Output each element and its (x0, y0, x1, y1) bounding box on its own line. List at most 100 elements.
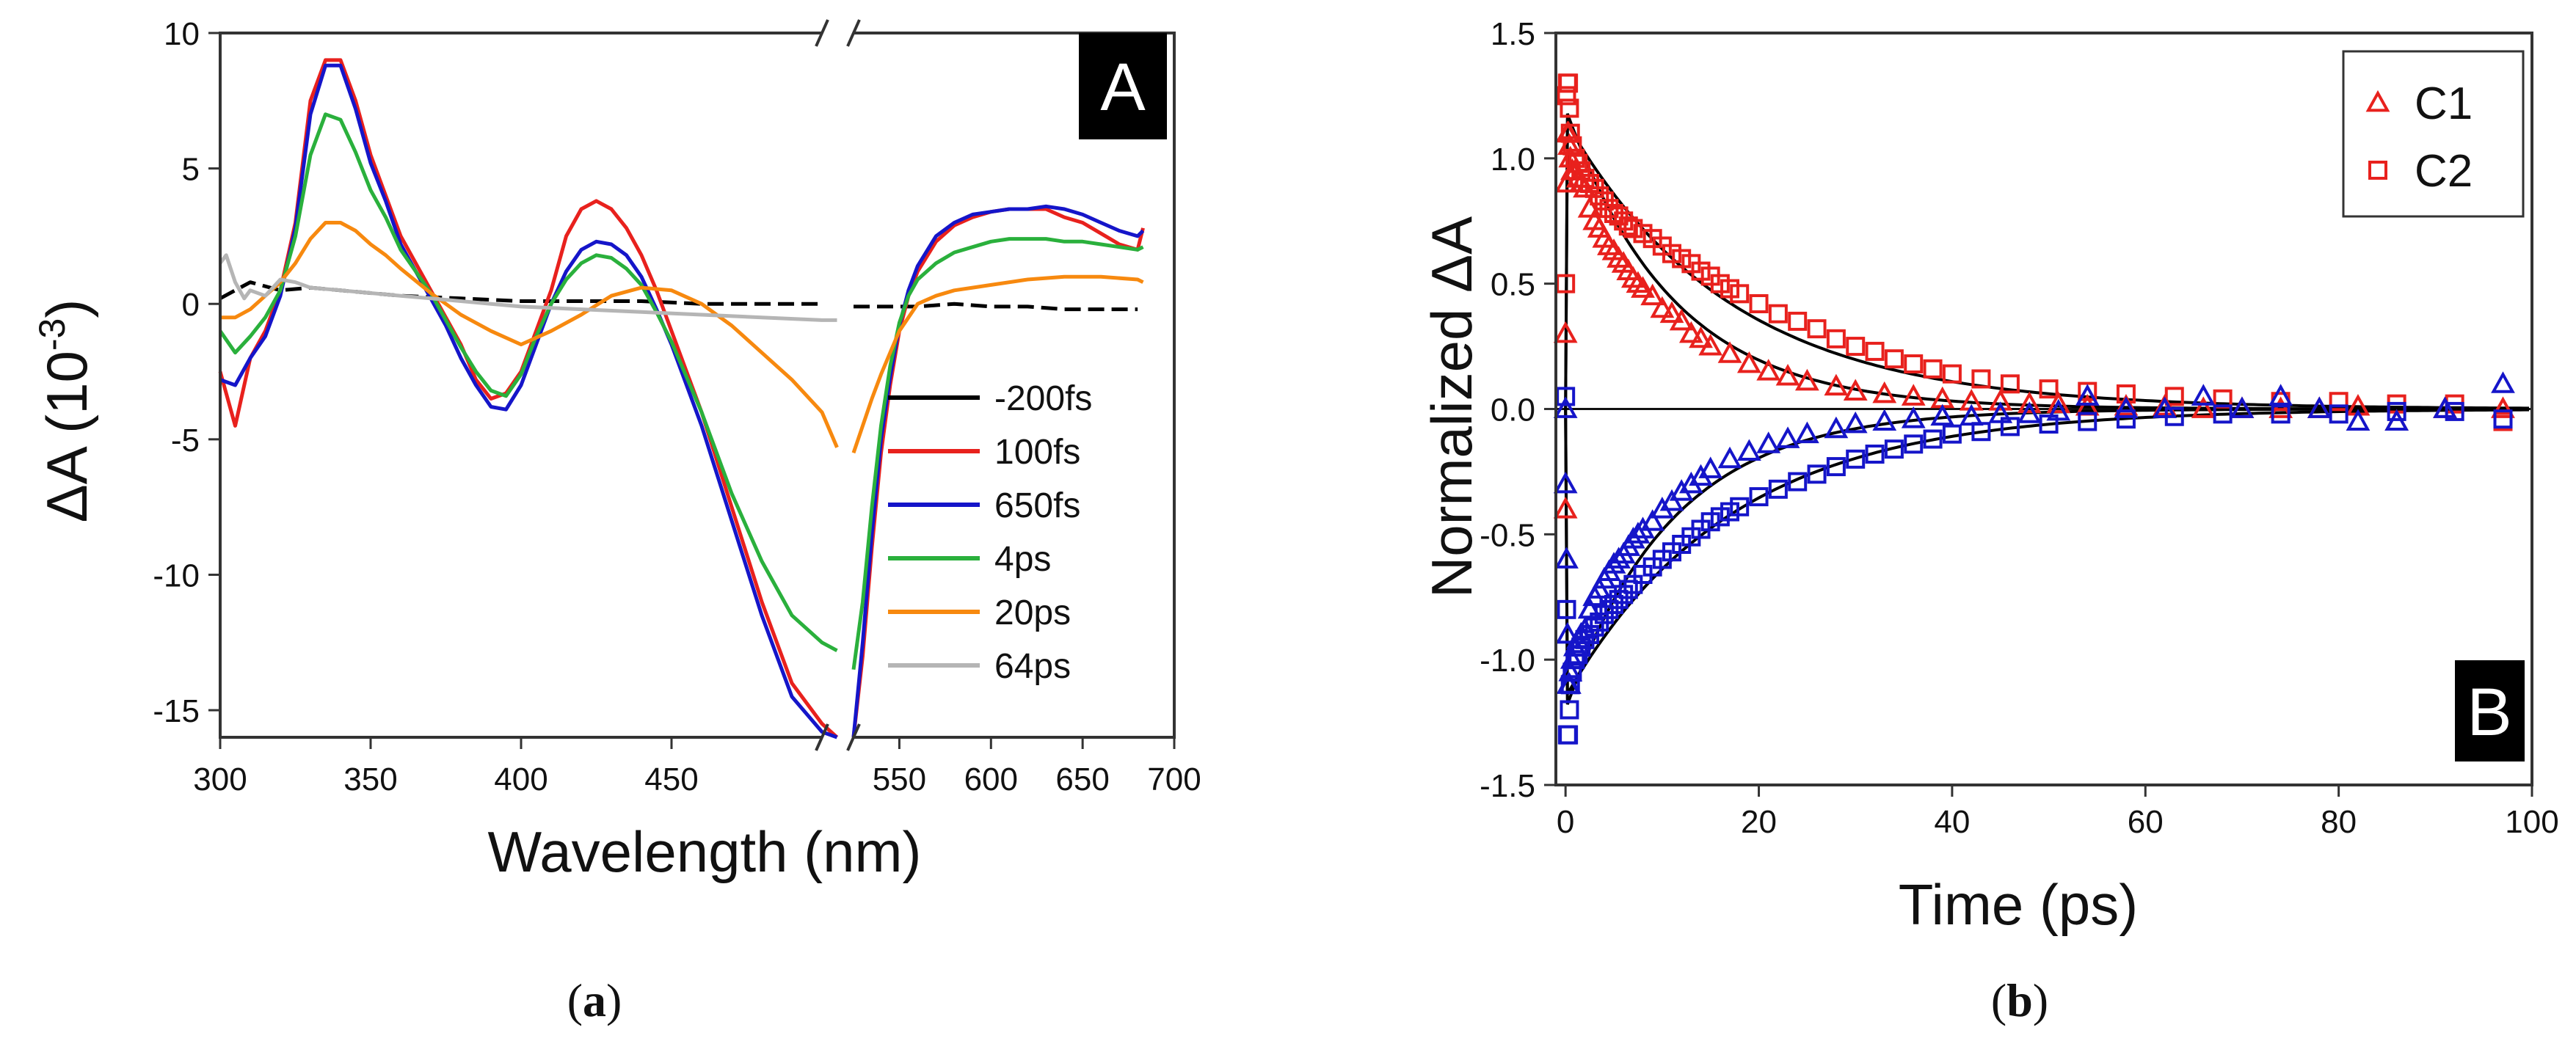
data-point (1884, 349, 1904, 369)
panel-b-x-axis-label: Time (ps) (1899, 872, 2138, 937)
data-point (1824, 416, 1849, 439)
data-point (2075, 384, 2100, 406)
data-point (1560, 700, 1579, 720)
legend-label-20ps: 20ps (994, 593, 1071, 632)
data-point (1865, 445, 1885, 464)
fit-curve (1564, 118, 2529, 410)
data-point (1942, 424, 1962, 444)
data-point (1942, 364, 1962, 384)
series-line--200fs (219, 280, 822, 306)
data-point (1698, 333, 1723, 356)
data-point (1720, 502, 1740, 522)
data-point (2387, 401, 2406, 421)
data-point (1710, 507, 1730, 527)
data-point (1607, 547, 1631, 569)
x-tick-label: 40 (1934, 804, 1970, 840)
panel-a-axis-frame-right (854, 32, 1176, 739)
data-point (1631, 276, 1655, 298)
data-point (1736, 439, 1761, 461)
panel-a-y-axis-label: ΔA (10-3) (32, 299, 99, 523)
panel-a-y-label-exponent: -3 (32, 318, 73, 351)
data-point (2491, 371, 2515, 393)
data-point (2346, 409, 2371, 431)
data-point (1971, 369, 1991, 389)
data-point (1575, 169, 1595, 189)
data-point (1672, 249, 1692, 269)
y-tick-label: 0.5 (1491, 267, 1535, 303)
data-point (1988, 389, 2013, 411)
data-point (1662, 244, 1682, 263)
fit-curve (1564, 408, 2529, 700)
data-point (1553, 471, 1578, 494)
series-line-4ps (851, 237, 1144, 671)
data-point (2445, 401, 2464, 421)
x-tick-label: 80 (2321, 804, 2357, 840)
data-point (1604, 595, 1624, 614)
y-tick-label: -0.5 (1480, 517, 1535, 553)
panel-b-caption: (b) (1991, 974, 2048, 1026)
panel-a-series-layer (218, 58, 1145, 739)
panel-a-y-ticks: 10 5 0 -5 -10 -15 (153, 16, 220, 729)
data-point (1620, 266, 1645, 288)
series-line-64ps (218, 253, 837, 322)
data-point (2433, 396, 2457, 418)
y-tick-label: -15 (153, 693, 200, 729)
panel-a-caption-letter: a (583, 974, 606, 1026)
data-point (1626, 271, 1651, 293)
data-point (1580, 174, 1600, 193)
y-tick-label: -10 (153, 558, 200, 593)
data-point (1560, 98, 1579, 118)
data-point (1689, 326, 1713, 348)
data-point (1691, 261, 1711, 281)
data-point (1700, 512, 1720, 532)
data-point (1565, 148, 1585, 168)
data-point (1565, 650, 1585, 670)
data-point (1843, 379, 1868, 401)
panel-a-tag: A (1100, 50, 1146, 125)
data-point (1959, 403, 1984, 426)
panel-b-data-points (1553, 73, 2515, 745)
data-point (2230, 396, 2255, 418)
x-tick-label: 60 (2128, 804, 2164, 840)
data-point (2017, 401, 2042, 423)
x-tick-label: 700 (1147, 761, 1201, 797)
data-point (1730, 497, 1750, 516)
series-line-4ps (218, 112, 838, 653)
panel-b-tag-box (2455, 660, 2525, 761)
series-line-650fs (851, 204, 1145, 738)
data-point (2114, 396, 2139, 418)
data-point (1659, 301, 1684, 324)
data-point (1609, 206, 1629, 226)
data-point (1577, 196, 1602, 218)
data-point (1557, 86, 1576, 106)
axis-break-slash (815, 723, 829, 751)
panel-a-legend: -200fs 100fs 650fs 4ps 20ps 64ps (888, 379, 1092, 686)
data-point (1560, 123, 1580, 143)
series-line-650fs (219, 63, 838, 739)
data-point (1717, 446, 1742, 469)
data-point (2268, 396, 2293, 418)
data-point (1923, 359, 1943, 379)
data-point (1623, 219, 1643, 238)
data-point (1594, 604, 1614, 624)
y-tick-label: -1.5 (1480, 768, 1535, 804)
data-point (1607, 246, 1631, 268)
data-point (1843, 411, 1868, 434)
data-point (1736, 351, 1761, 373)
data-point (2271, 404, 2291, 424)
data-point (1553, 321, 1578, 343)
data-point (2191, 384, 2216, 406)
legend-label-64ps: 64ps (994, 647, 1071, 686)
data-point (1824, 373, 1849, 396)
data-point (2000, 417, 2020, 437)
data-point (2017, 391, 2042, 414)
x-tick-label: 20 (1741, 804, 1777, 840)
data-point (1698, 456, 1723, 478)
data-point (1559, 73, 1579, 93)
y-tick-label: 5 (182, 152, 200, 188)
data-point (1865, 341, 1885, 361)
data-point (1650, 296, 1675, 318)
